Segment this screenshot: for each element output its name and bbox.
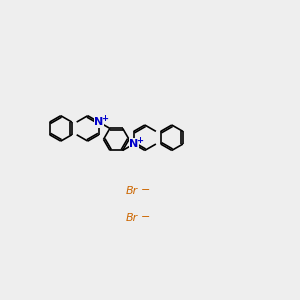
Text: Br: Br (126, 186, 138, 196)
Text: +: + (136, 136, 143, 145)
Text: −: − (141, 184, 150, 195)
Text: +: + (101, 114, 108, 123)
Text: N: N (94, 117, 104, 127)
Text: −: − (141, 212, 150, 222)
Text: Br: Br (126, 214, 138, 224)
Text: N: N (129, 139, 138, 149)
